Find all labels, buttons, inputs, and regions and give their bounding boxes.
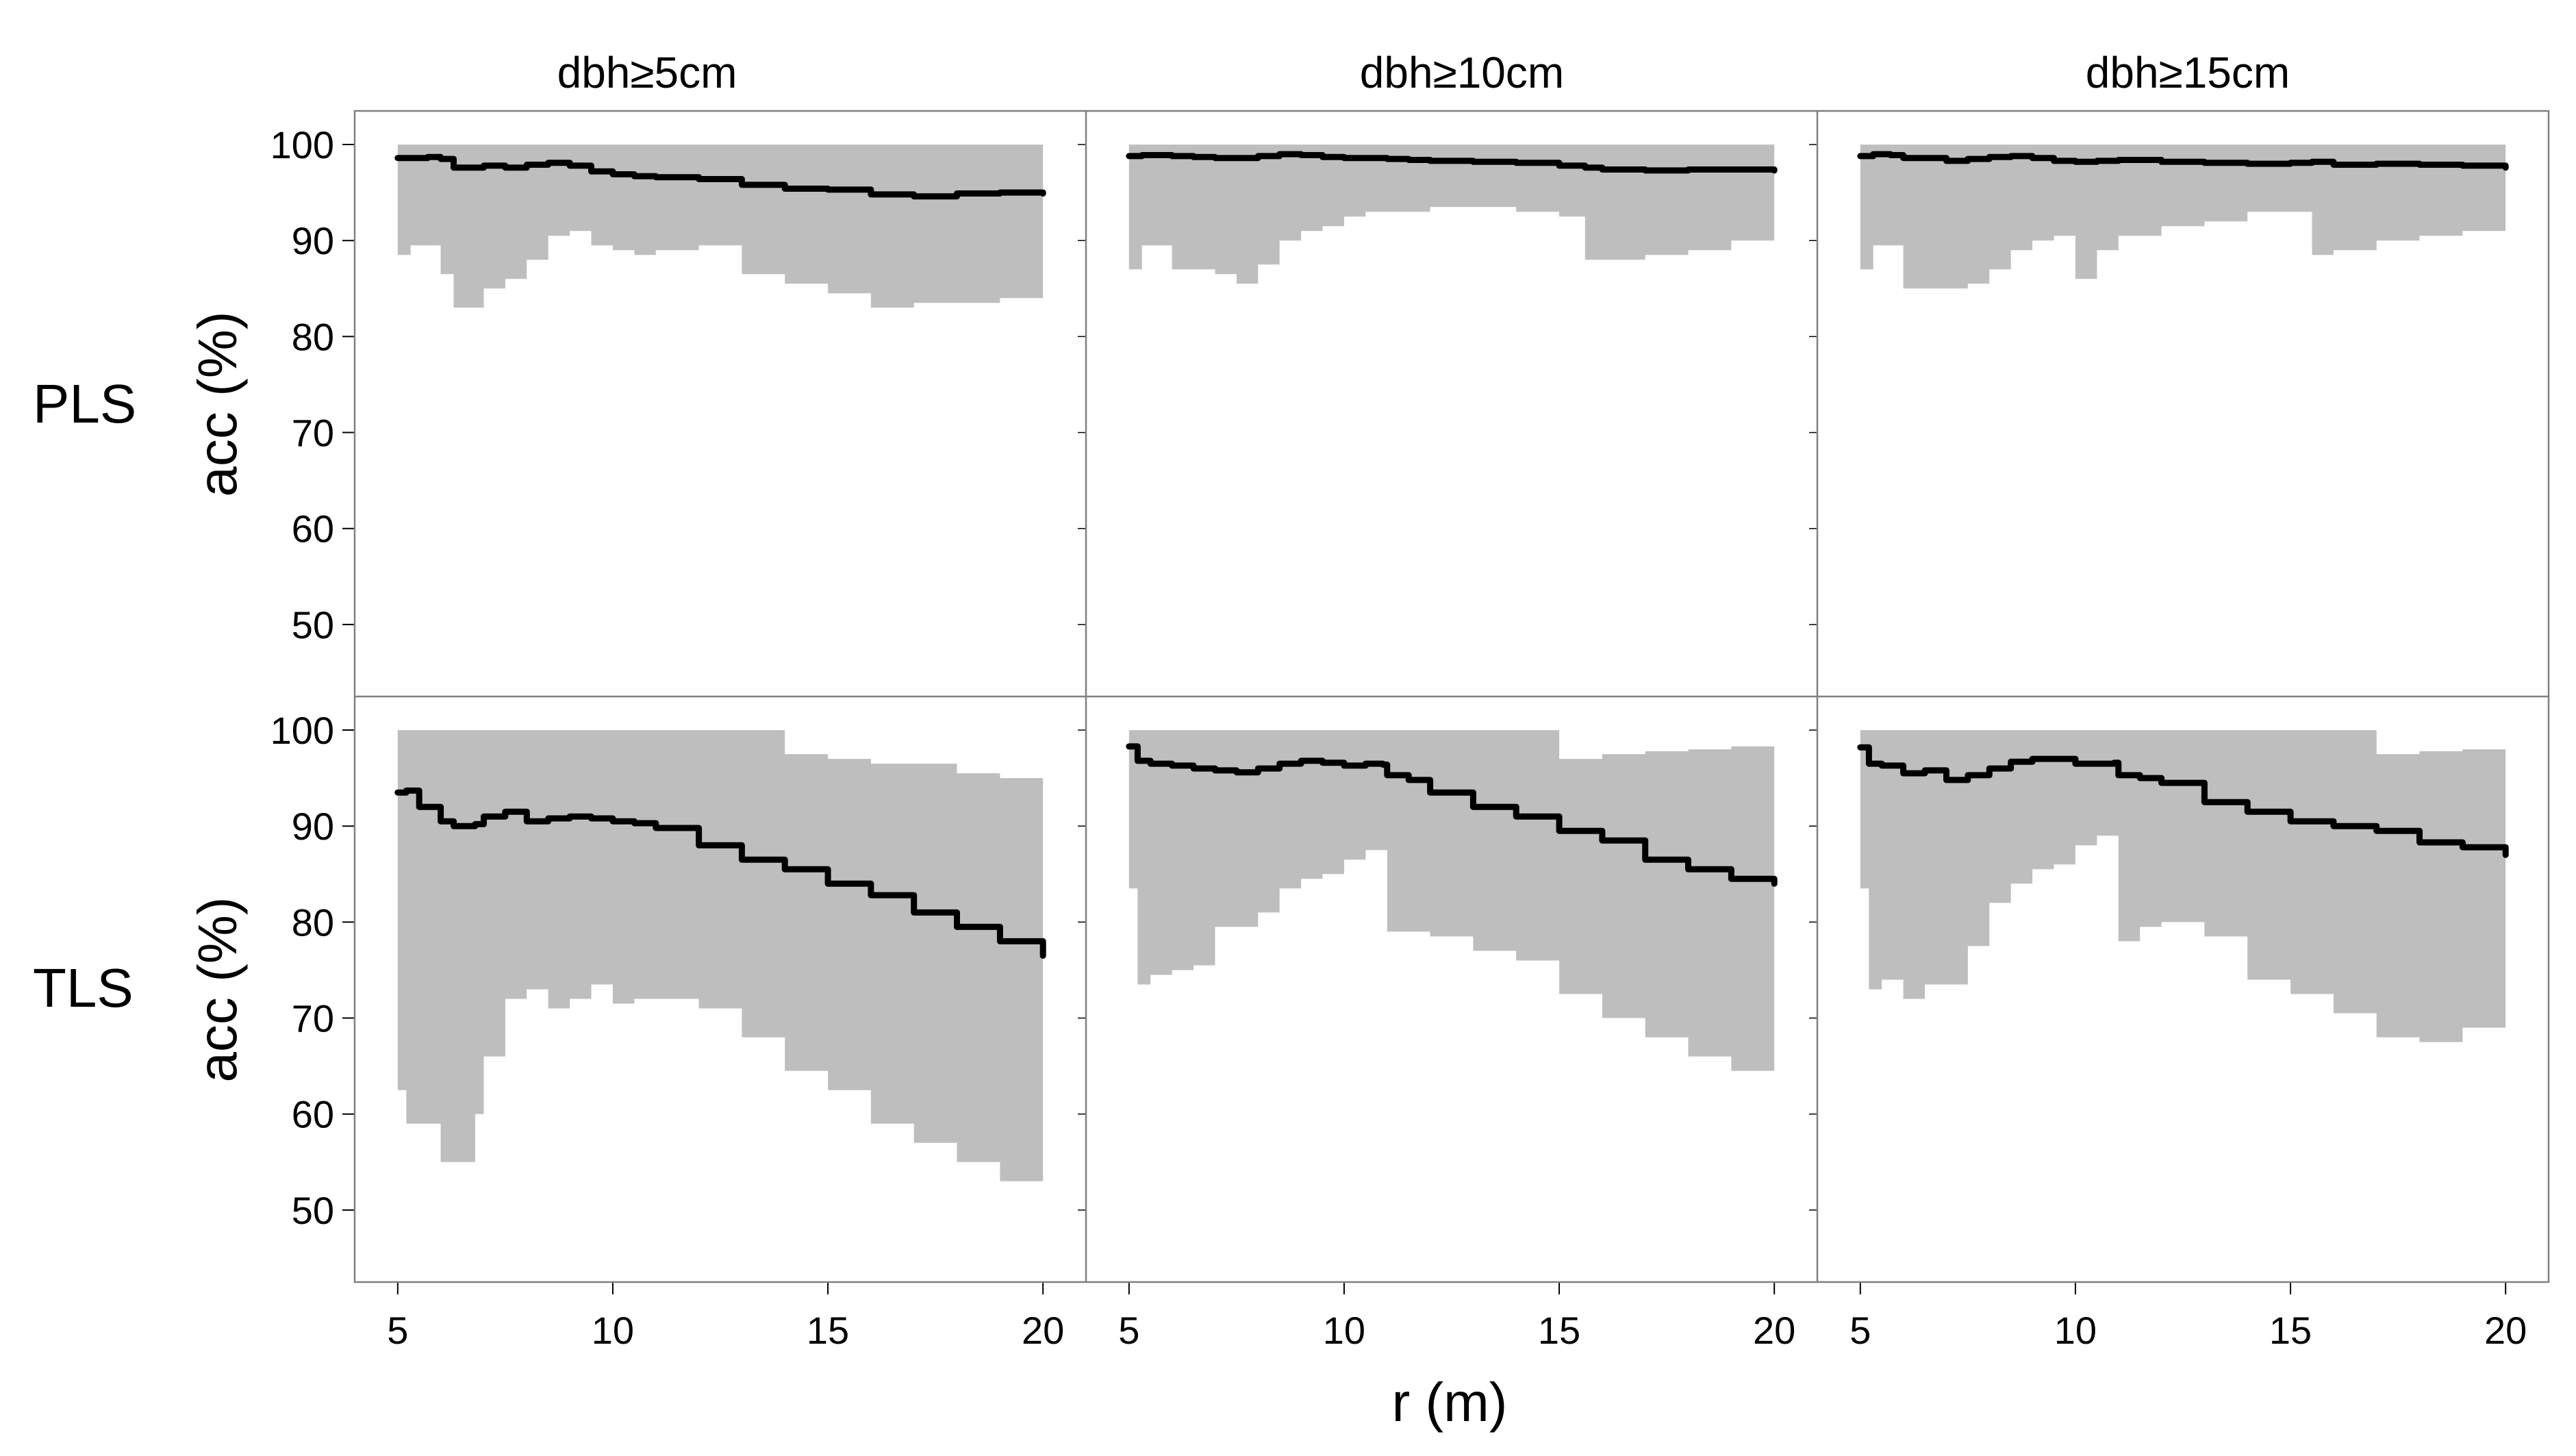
y-axis-title: acc (%) [187, 311, 248, 497]
mean-accuracy-line [394, 787, 1046, 959]
y-tick-label: 70 [292, 997, 334, 1040]
y-tick-label: 90 [292, 219, 334, 262]
y-tick-label: 80 [292, 901, 334, 944]
y-axis-row-0: 50 60 70 80 90 100 [270, 123, 1817, 647]
x-axis-col-2: 5 10 15 20 [1849, 1282, 2527, 1352]
x-axis-col-1: 5 10 15 20 [1118, 1282, 1795, 1352]
panel-tls-dbh15 [1857, 730, 2509, 1042]
y-tick-label: 100 [270, 709, 334, 752]
x-axis-title: r (m) [1392, 1372, 1508, 1433]
mean-accuracy-line [1857, 151, 2509, 171]
y-tick-label: 60 [292, 1093, 334, 1136]
y-tick-label: 100 [270, 123, 334, 166]
x-tick-label: 20 [2484, 1309, 2527, 1352]
column-title: dbh≥10cm [1360, 48, 1564, 97]
column-title: dbh≥15cm [2086, 48, 2290, 97]
mean-accuracy-line [1126, 743, 1778, 887]
y-tick-label: 90 [292, 805, 334, 848]
y-tick-label: 70 [292, 412, 334, 455]
confidence-band [397, 730, 1044, 1201]
x-tick-label: 20 [1022, 1309, 1064, 1352]
confidence-band [397, 145, 1044, 308]
x-tick-label: 5 [1849, 1309, 1871, 1352]
x-tick-label: 15 [807, 1309, 849, 1352]
y-tick-label: 60 [292, 507, 334, 551]
row-label: PLS [33, 373, 136, 434]
x-tick-label: 20 [1753, 1309, 1795, 1352]
confidence-band [1128, 145, 1775, 284]
y-tick-label: 50 [292, 603, 334, 647]
x-tick-label: 10 [592, 1309, 634, 1352]
panel-tls-dbh10 [1126, 730, 1778, 1085]
x-tick-label: 5 [1118, 1309, 1139, 1352]
y-axis-title: acc (%) [187, 896, 248, 1082]
panel-frame [353, 110, 2550, 1283]
x-tick-label: 10 [1323, 1309, 1365, 1352]
confidence-band [1128, 730, 1775, 1085]
x-tick-label: 15 [2269, 1309, 2312, 1352]
x-axis-col-0: 5 10 15 20 [387, 1282, 1064, 1352]
x-tick-label: 10 [2054, 1309, 2097, 1352]
mean-accuracy-line [394, 153, 1046, 200]
column-title: dbh≥5cm [557, 48, 737, 97]
x-tick-label: 15 [1538, 1309, 1580, 1352]
confidence-band [1860, 730, 2506, 1042]
y-tick-label: 50 [292, 1189, 334, 1232]
y-axis-row-1: 50 60 70 80 90 100 [270, 709, 1817, 1232]
y-tick-label: 80 [292, 315, 334, 358]
panel-pls-dbh15 [1857, 145, 2509, 289]
panel-pls-dbh10 [1126, 145, 1778, 284]
mean-accuracy-line [1857, 744, 2509, 858]
confidence-band [1860, 145, 2506, 289]
x-tick-label: 5 [387, 1309, 408, 1352]
panel-pls-dbh5 [394, 145, 1046, 308]
panel-tls-dbh5 [394, 730, 1046, 1201]
mean-accuracy-line [1126, 151, 1778, 174]
row-label: TLS [33, 957, 134, 1018]
